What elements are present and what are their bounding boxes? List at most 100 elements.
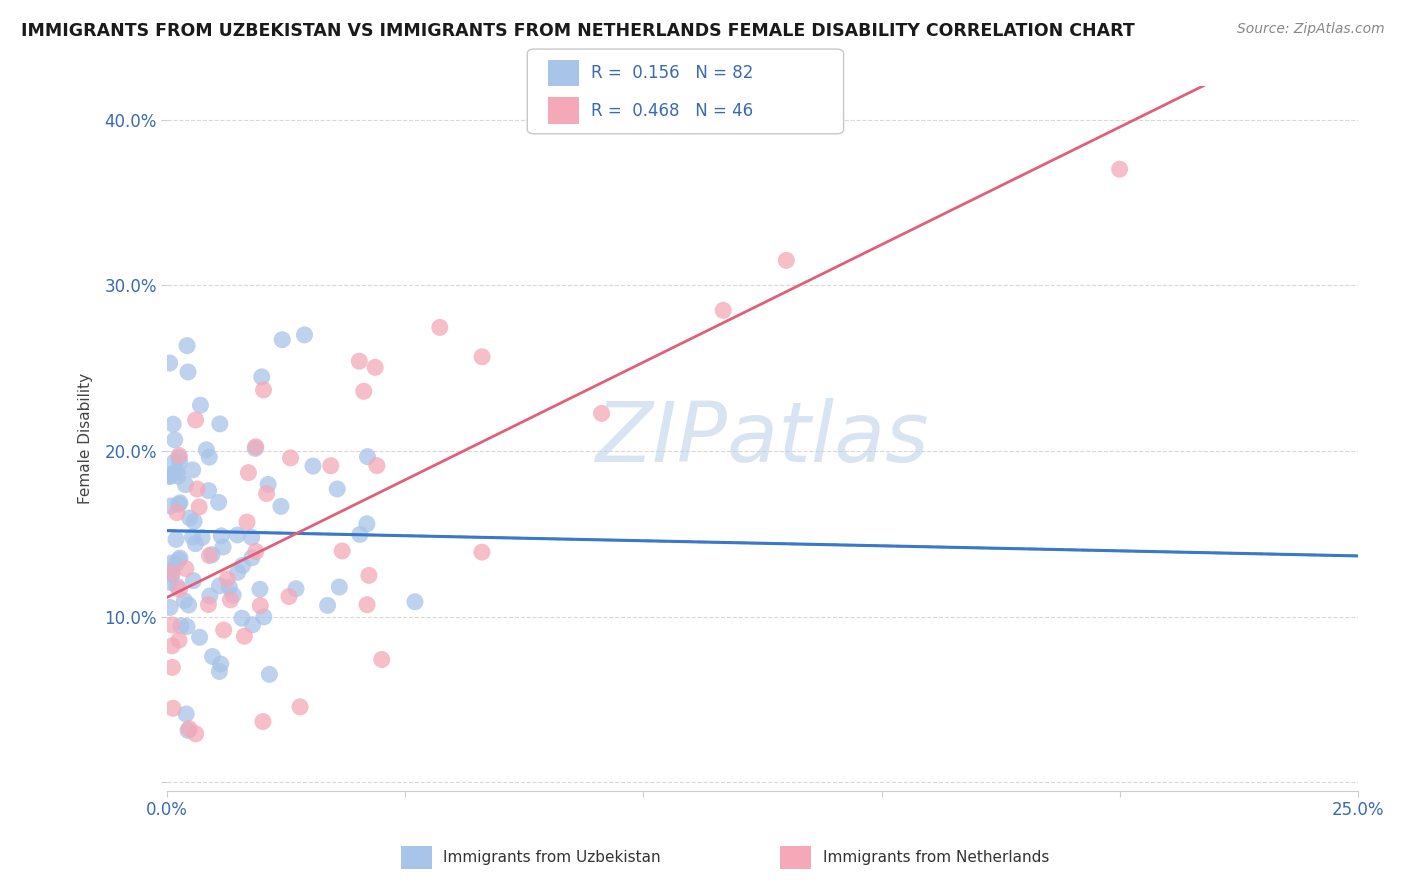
Point	[190, 398, 212, 412]
Point	[233, 629, 256, 643]
Point	[188, 500, 211, 514]
Point	[197, 598, 219, 612]
Point	[238, 466, 260, 480]
Point	[242, 617, 264, 632]
Point	[316, 599, 339, 613]
Point	[167, 469, 190, 483]
Point	[169, 496, 191, 510]
Point	[201, 649, 224, 664]
Point	[186, 482, 208, 496]
Point	[181, 530, 204, 544]
Text: IMMIGRANTS FROM UZBEKISTAN VS IMMIGRANTS FROM NETHERLANDS FEMALE DISABILITY CORR: IMMIGRANTS FROM UZBEKISTAN VS IMMIGRANTS…	[21, 22, 1135, 40]
Point	[208, 417, 231, 431]
Point	[245, 440, 267, 454]
Point	[184, 727, 207, 741]
Text: ZIPatlas: ZIPatlas	[596, 398, 929, 479]
Point	[222, 588, 245, 602]
Text: Immigrants from Uzbekistan: Immigrants from Uzbekistan	[443, 850, 661, 864]
Point	[219, 593, 242, 607]
Point	[245, 544, 267, 558]
Point	[243, 442, 266, 456]
Point	[212, 540, 235, 554]
Point	[159, 468, 181, 483]
Point	[209, 529, 232, 543]
Point	[173, 593, 195, 607]
Point	[169, 455, 191, 469]
Text: Immigrants from Netherlands: Immigrants from Netherlands	[823, 850, 1049, 864]
Text: R =  0.468   N = 46: R = 0.468 N = 46	[591, 102, 752, 120]
Point	[198, 450, 221, 464]
Point	[165, 557, 187, 571]
Point	[177, 365, 200, 379]
Point	[711, 303, 734, 318]
Point	[167, 633, 190, 648]
Point	[159, 499, 181, 513]
Point	[366, 458, 388, 473]
Point	[160, 618, 183, 632]
Point	[356, 450, 378, 464]
Point	[201, 548, 224, 562]
Point	[249, 582, 271, 597]
Point	[169, 582, 191, 597]
Point	[356, 598, 378, 612]
Point	[191, 531, 214, 545]
Point	[160, 556, 183, 570]
Point	[288, 699, 311, 714]
Point	[159, 575, 181, 590]
Point	[183, 574, 205, 588]
Point	[226, 566, 249, 580]
Point	[162, 660, 184, 674]
Point	[179, 511, 201, 525]
Point	[177, 598, 200, 612]
Point	[160, 566, 183, 580]
Point	[270, 500, 292, 514]
Point	[356, 516, 378, 531]
Point	[184, 413, 207, 427]
Point	[174, 561, 197, 575]
Point	[217, 572, 239, 586]
Point	[166, 506, 188, 520]
Point	[159, 469, 181, 483]
Point	[162, 417, 184, 432]
Point	[167, 449, 190, 463]
Point	[209, 657, 232, 671]
Point	[353, 384, 375, 399]
Point	[159, 356, 181, 370]
Point	[163, 433, 186, 447]
Point	[167, 553, 190, 567]
Point	[252, 714, 274, 729]
Point	[253, 609, 276, 624]
Point	[170, 618, 193, 632]
Point	[249, 599, 271, 613]
Point	[240, 530, 263, 544]
Point	[179, 722, 201, 736]
Point	[162, 467, 184, 481]
Point	[177, 723, 200, 738]
Point	[285, 582, 308, 596]
Point	[280, 450, 302, 465]
Point	[183, 514, 205, 528]
Point	[176, 619, 198, 633]
Point	[160, 567, 183, 582]
Point	[326, 482, 349, 496]
Point	[208, 665, 231, 679]
Point	[181, 463, 204, 477]
Point	[169, 551, 191, 566]
Point	[328, 580, 350, 594]
Point	[257, 477, 280, 491]
Point	[218, 580, 240, 594]
Point	[195, 442, 218, 457]
Text: R =  0.156   N = 82: R = 0.156 N = 82	[591, 64, 752, 82]
Point	[252, 383, 274, 397]
Point	[174, 477, 197, 491]
Point	[162, 701, 184, 715]
Point	[160, 639, 183, 653]
Y-axis label: Female Disability: Female Disability	[79, 373, 93, 504]
Point	[184, 537, 207, 551]
Point	[471, 350, 494, 364]
Point	[1108, 162, 1130, 177]
Point	[167, 450, 190, 465]
Point	[208, 579, 231, 593]
Point	[240, 550, 263, 565]
Point	[188, 630, 211, 644]
